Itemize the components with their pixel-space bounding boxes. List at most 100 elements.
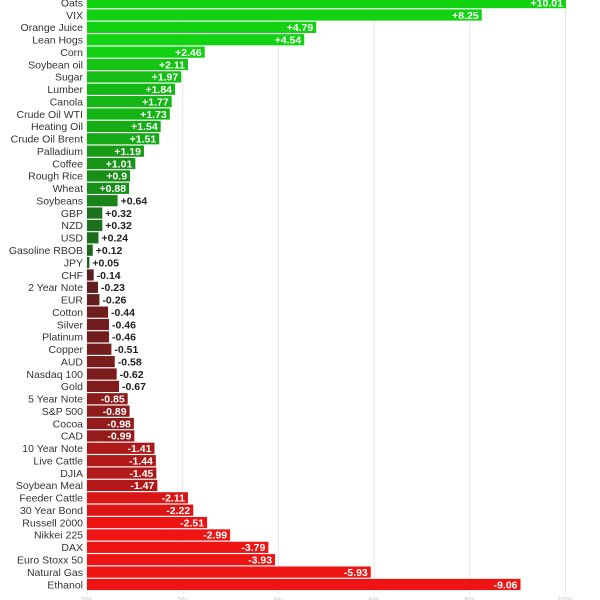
category-label: Coffee — [52, 158, 83, 170]
category-label: Feeder Cattle — [19, 493, 83, 505]
value-label: -0.99 — [107, 431, 131, 443]
bar — [87, 96, 172, 108]
value-labels: +10.01 +8.25 +4.79+4.54 +2.46+2.11+1.97+1.8… — [92, 0, 563, 591]
bar — [87, 195, 118, 207]
bar — [87, 21, 317, 33]
bar — [87, 306, 109, 318]
category-label: Cocoa — [53, 418, 84, 430]
value-label: +1.01 — [106, 158, 133, 170]
category-label: Soybean oil — [28, 59, 83, 71]
category-label: Soybeans — [36, 195, 83, 207]
bar — [87, 516, 208, 529]
value-label: +0.05 — [92, 257, 119, 269]
bar — [87, 269, 94, 281]
bar — [87, 442, 155, 454]
value-label: +2.11 — [159, 59, 185, 71]
category-label: Live Cattle — [33, 455, 83, 467]
category-label: Sugar — [55, 72, 84, 84]
x-tick-label: 2% — [177, 596, 189, 600]
bar — [87, 256, 90, 269]
value-label: +1.54 — [131, 121, 158, 133]
bar — [87, 492, 188, 504]
bar — [87, 71, 182, 83]
x-tick-label: 0% — [81, 596, 93, 600]
value-label: +0.9 — [106, 171, 127, 183]
bar — [87, 83, 176, 95]
x-axis-ticks: 0% 2% 4% 6% 8% 10% — [81, 596, 573, 600]
category-label: Canola — [50, 96, 83, 108]
category-label: Gasoline RBOB — [9, 245, 83, 257]
category-label: Palladium — [37, 146, 83, 158]
value-label: -3.93 — [248, 555, 272, 567]
category-label: Crude Oil WTI — [16, 109, 83, 121]
value-label: +4.79 — [287, 22, 314, 34]
value-label: +2.46 — [175, 47, 202, 59]
category-label: Crude Oil Brent — [11, 134, 83, 146]
x-tick-label: 10% — [557, 596, 573, 600]
category-label: 2 Year Note — [28, 282, 83, 294]
category-label: VIX — [66, 10, 83, 22]
bar — [87, 541, 269, 553]
category-label: Russell 2000 — [22, 517, 83, 529]
bar — [87, 554, 276, 566]
value-label: +1.51 — [130, 134, 157, 146]
bar — [87, 331, 110, 343]
bar — [87, 34, 305, 46]
category-label: CAD — [61, 431, 84, 443]
bar — [87, 417, 134, 430]
value-label: +10.01 — [531, 0, 564, 9]
category-label: Wheat — [53, 183, 83, 195]
bar — [87, 145, 144, 157]
value-label: +0.32 — [105, 208, 132, 220]
bar — [87, 455, 156, 467]
value-label: -0.26 — [102, 295, 126, 307]
value-label: -0.62 — [120, 369, 144, 381]
value-label: -2.22 — [166, 505, 190, 517]
value-label: -3.79 — [241, 542, 265, 554]
value-label: +4.54 — [275, 35, 302, 47]
value-label: +1.73 — [140, 109, 167, 121]
category-label: Corn — [60, 47, 83, 59]
value-label: +1.97 — [152, 72, 179, 84]
bar — [87, 430, 135, 442]
bar — [87, 529, 231, 541]
value-label: -0.85 — [101, 394, 125, 406]
value-label: -2.99 — [203, 530, 227, 542]
category-label: CHF — [61, 270, 83, 282]
bar — [87, 219, 103, 232]
category-label: Heating Oil — [31, 121, 83, 133]
category-label: Copper — [49, 344, 84, 356]
bar — [87, 0, 566, 9]
bar — [87, 244, 93, 256]
value-label: -1.47 — [130, 480, 154, 492]
bar — [87, 578, 521, 591]
category-label: Euro Stoxx 50 — [17, 555, 83, 567]
category-label: Gold — [61, 381, 83, 393]
bars — [87, 0, 566, 591]
bar — [87, 343, 112, 355]
value-label: +0.88 — [100, 183, 127, 195]
bar — [87, 133, 160, 145]
bar — [87, 9, 482, 21]
category-label: 30 Year Bond — [20, 505, 83, 517]
value-label: -0.67 — [122, 381, 146, 393]
value-label: +0.32 — [105, 220, 132, 232]
category-label: Soybean Meal — [16, 480, 83, 492]
category-label: Ethanol — [47, 579, 83, 591]
bar — [87, 294, 100, 306]
value-label: -0.23 — [101, 282, 125, 294]
bar — [87, 504, 194, 516]
category-label: Rough Rice — [28, 171, 83, 183]
category-label: Oats — [61, 0, 83, 9]
value-label: -1.41 — [128, 443, 152, 455]
x-tick-label: 8% — [464, 596, 476, 600]
category-label: JPY — [64, 257, 83, 269]
value-label: -0.89 — [103, 406, 127, 418]
category-label: USD — [61, 233, 84, 245]
category-label: Platinum — [42, 332, 83, 344]
bar — [87, 566, 371, 578]
value-label: -0.51 — [114, 344, 138, 356]
category-label: Nikkei 225 — [34, 530, 83, 542]
value-label: -9.06 — [494, 579, 518, 591]
